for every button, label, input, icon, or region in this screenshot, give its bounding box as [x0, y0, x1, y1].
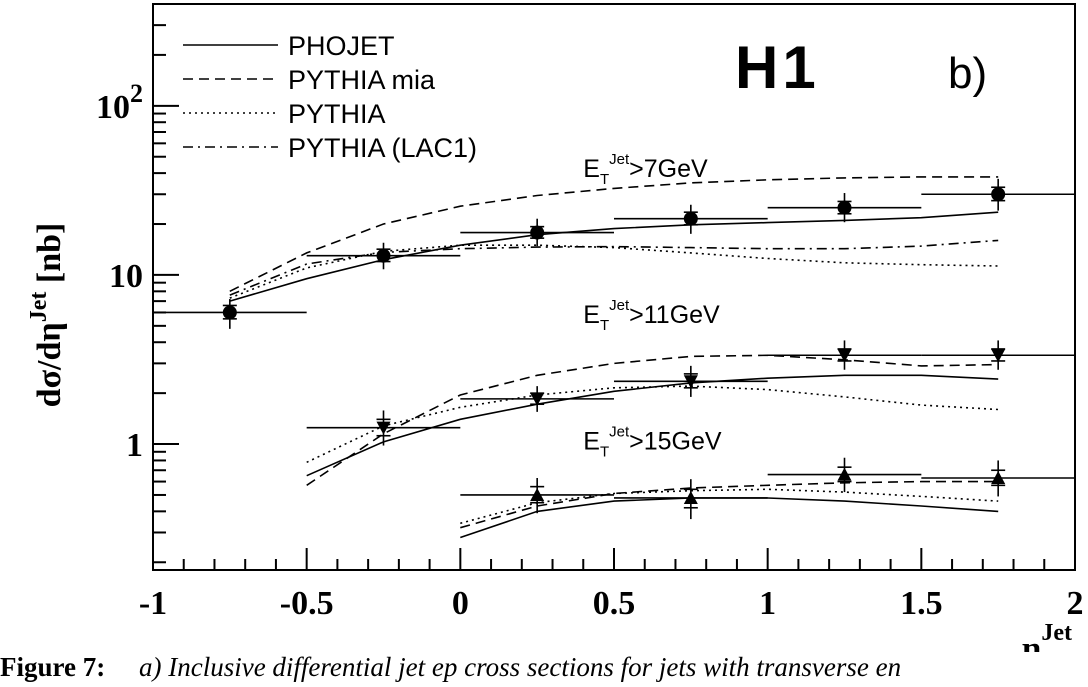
- data-points: ETJet>7GeV ETJet>11GeV ETJet>15GeV: [153, 151, 1075, 520]
- legend: PHOJET PYTHIA mia PYTHIA PYTHIA (LAC1): [183, 31, 477, 163]
- theory-curve-dashed: [306, 354, 999, 486]
- data-marker: [991, 349, 1006, 363]
- theory-curve-dotted: [229, 244, 999, 299]
- dataset-label: ETJet>15GeV: [583, 423, 722, 460]
- dataset-label: ETJet>7GeV: [583, 151, 708, 188]
- x-axis-label: ηJet: [1022, 620, 1072, 652]
- theory-curve-solid: [306, 374, 999, 477]
- data-marker: [530, 225, 545, 240]
- y-tick-label: 1: [126, 427, 143, 464]
- theory-curves: [229, 176, 999, 539]
- theory-curve-dashed: [229, 176, 999, 293]
- data-marker: [530, 487, 545, 501]
- data-marker: [991, 187, 1006, 202]
- data-marker: [683, 211, 698, 226]
- figure-caption: Figure 7: a) Inclusive differential jet …: [0, 652, 1088, 683]
- jet-cross-section-chart: ETJet>7GeV ETJet>11GeV ETJet>15GeV -1 -0.5 0…: [26, 3, 1084, 652]
- y-axis-label: dσ/dηJet [nb]: [26, 223, 68, 408]
- caption-text: a) Inclusive differential jet ep cross s…: [138, 652, 902, 682]
- theory-curve-solid: [229, 211, 999, 302]
- data-marker: [837, 349, 852, 363]
- data-marker: [376, 248, 391, 263]
- legend-label: PYTHIA: [288, 99, 386, 129]
- legend-label: PYTHIA (LAC1): [288, 133, 477, 163]
- experiment-label: H1: [735, 34, 820, 101]
- x-tick-label: 1.5: [900, 585, 943, 622]
- data-marker: [837, 467, 852, 481]
- panel-label: b): [948, 49, 987, 98]
- x-tick-label: 0.5: [593, 585, 636, 622]
- data-marker: [222, 305, 237, 320]
- x-tick-label: 0: [452, 585, 469, 622]
- legend-label: PHOJET: [288, 31, 395, 61]
- y-axis-ticks: 1 10 102: [96, 3, 179, 564]
- theory-curve-dotted: [460, 488, 999, 525]
- y-tick-label: 10: [109, 258, 143, 295]
- data-marker: [376, 421, 391, 435]
- data-marker: [837, 200, 852, 215]
- x-axis-ticks: -1 -0.5 0 0.5 1 1.5 2: [139, 548, 1084, 622]
- theory-curve-solid: [460, 497, 999, 539]
- theory-curve-dashdot: [229, 239, 999, 296]
- legend-label: PYTHIA mia: [288, 65, 436, 95]
- data-marker: [683, 490, 698, 504]
- dataset-label: ETJet>11GeV: [583, 297, 720, 334]
- data-marker: [683, 375, 698, 389]
- x-tick-label: 1: [759, 585, 776, 622]
- data-marker: [991, 470, 1006, 484]
- theory-curve-dotted: [306, 385, 999, 464]
- theory-curve-dashed: [460, 480, 999, 529]
- data-marker: [530, 392, 545, 406]
- x-tick-label: 2: [1067, 585, 1084, 622]
- x-tick-label: -0.5: [280, 585, 334, 622]
- y-tick-label: 102: [96, 79, 143, 126]
- caption-label: Figure 7:: [0, 652, 106, 682]
- x-tick-label: -1: [139, 585, 167, 622]
